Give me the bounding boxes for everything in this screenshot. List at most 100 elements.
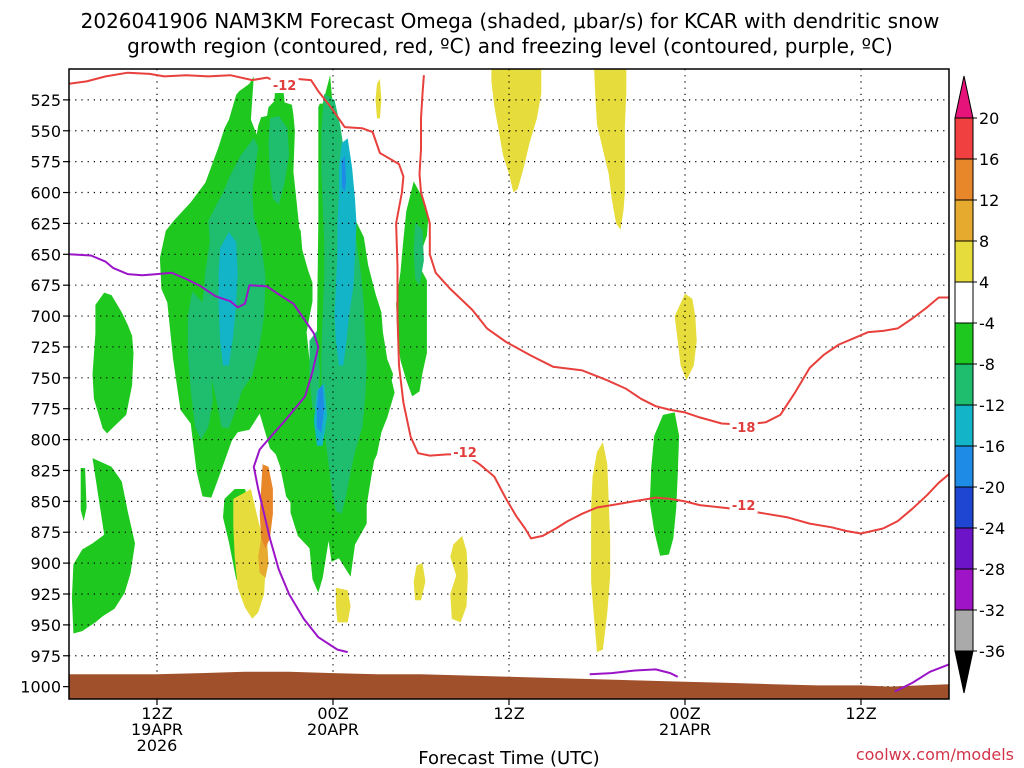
- y-tick-label-1000: 1000: [20, 678, 61, 697]
- x-tick-label-30-0: 12Z: [493, 704, 524, 723]
- colorbar-bin-4: [954, 281, 974, 324]
- plot-area: -12 -12 -18 -12: [68, 68, 950, 700]
- omega-region-27: [258, 538, 269, 578]
- colorbar-label-7: -12: [979, 396, 1005, 415]
- omega-region-6: [80, 468, 87, 522]
- colorbar-bin-11: [954, 568, 974, 611]
- omega-region-2: [92, 292, 134, 434]
- colorbar-over-arrow: [954, 75, 974, 119]
- omega-region-28: [259, 464, 273, 549]
- chart-title-line1: 2026041906 NAM3KM Forecast Omega (shaded…: [81, 9, 940, 33]
- y-tick-label-675: 675: [30, 276, 61, 295]
- colorbar-bin-6: [954, 363, 974, 406]
- contour-label-2: -18: [732, 421, 756, 436]
- colorbar-bin-0: [954, 117, 974, 160]
- y-tick-label-600: 600: [30, 184, 61, 203]
- omega-region-8: [187, 291, 213, 440]
- colorbar-label-8: -16: [979, 437, 1005, 456]
- colorbar-label-4: 4: [979, 273, 989, 292]
- colorbar-bin-9: [954, 486, 974, 529]
- colorbar-label-1: 16: [979, 150, 999, 169]
- omega-shading: [71, 69, 697, 653]
- y-tick-label-550: 550: [30, 122, 61, 141]
- omega-region-16: [316, 384, 325, 434]
- x-axis-label: Forecast Time (UTC): [418, 748, 599, 768]
- omega-region-17: [341, 155, 347, 193]
- y-tick-label-875: 875: [30, 523, 61, 542]
- colorbar-label-0: 20: [979, 109, 999, 128]
- colorbar-under-arrow: [954, 650, 974, 694]
- y-tick-label-800: 800: [30, 431, 61, 450]
- contour-dgz-12-mid: [418, 75, 949, 426]
- y-tick-label-975: 975: [30, 647, 61, 666]
- y-tick-label-775: 775: [30, 400, 61, 419]
- y-tick-label-850: 850: [30, 492, 61, 511]
- colorbar-label-3: 8: [979, 232, 989, 251]
- contour-labels: -12 -12 -18 -12: [270, 77, 758, 514]
- y-tick-label-925: 925: [30, 585, 61, 604]
- omega-region-23: [450, 535, 468, 623]
- y-tick-label-750: 750: [30, 369, 61, 388]
- contour-label-1: -12: [453, 446, 477, 461]
- y-tick-label-525: 525: [30, 91, 61, 110]
- colorbar-bin-2: [954, 199, 974, 242]
- contour-label-bg-1: [451, 443, 479, 460]
- colorbar-bin-10: [954, 527, 974, 570]
- colorbar-label-12: -32: [979, 601, 1005, 620]
- omega-region-13: [218, 232, 238, 366]
- colorbar-label-13: -36: [979, 642, 1005, 661]
- omega-region-10: [268, 115, 289, 205]
- terrain-layer: [69, 671, 949, 699]
- x-tick-label-18-0: 00Z: [317, 704, 348, 723]
- x-tick-label-6-1: 19APR: [131, 720, 183, 739]
- omega-region-12: [413, 222, 424, 286]
- colorbar-label-2: 12: [979, 191, 999, 210]
- colorbar-bin-7: [954, 404, 974, 447]
- contour-label-bg-0: [270, 77, 299, 94]
- omega-region-5: [649, 412, 680, 556]
- colorbar-bin-8: [954, 445, 974, 488]
- contour-freezing-level-left: [69, 253, 348, 654]
- omega-region-24: [413, 563, 426, 601]
- y-tick-label-625: 625: [30, 214, 61, 233]
- contour-label-bg-2: [729, 419, 758, 436]
- omega-region-22: [591, 442, 611, 653]
- credit-text: coolwx.com/models: [856, 745, 1014, 764]
- colorbar-bin-1: [954, 158, 974, 201]
- omega-region-20: [594, 69, 627, 230]
- colorbar-label-11: -28: [979, 560, 1005, 579]
- colorbar-label-9: -20: [979, 478, 1005, 497]
- colorbar-label-6: -8: [979, 355, 995, 374]
- colorbar-bin-12: [954, 609, 974, 652]
- chart-title-line2: growth region (contoured, red, ºC) and f…: [127, 34, 893, 58]
- omega-region-14: [334, 138, 357, 366]
- x-tick-label-54-0: 12Z: [845, 704, 876, 723]
- x-tick-label-42-0: 00Z: [669, 704, 700, 723]
- omega-region-18: [233, 489, 266, 619]
- contour-label-3: -12: [732, 499, 756, 514]
- omega-region-25: [335, 587, 351, 623]
- omega-region-26: [375, 78, 382, 119]
- y-axis: 525 550 575 600 625 650 675 700 725 750 775 800 825 8…: [20, 91, 69, 697]
- contour-label-bg-3: [729, 497, 758, 514]
- x-tick-label-6-0: 12Z: [141, 704, 172, 723]
- colorbar-bin-5: [954, 322, 974, 365]
- x-tick-label-18-1: 20APR: [307, 720, 359, 739]
- omega-region-21: [674, 293, 697, 381]
- terrain-fill: [69, 671, 949, 699]
- y-tick-label-950: 950: [30, 616, 61, 635]
- y-tick-label-575: 575: [30, 153, 61, 172]
- contour-freezing-level-right: [894, 663, 949, 693]
- y-tick-label-725: 725: [30, 338, 61, 357]
- y-tick-label-825: 825: [30, 461, 61, 480]
- colorbar-label-10: -24: [979, 519, 1005, 538]
- y-tick-label-900: 900: [30, 554, 61, 573]
- contour-freezing-level-mid: [589, 668, 679, 678]
- y-tick-label-700: 700: [30, 307, 61, 326]
- colorbar: 20 16 12 8 4 -4 -8 -12 -16 -20 -24 -28 -32 -36: [954, 75, 1005, 694]
- y-tick-label-650: 650: [30, 245, 61, 264]
- contour-label-0: -12: [273, 79, 297, 94]
- colorbar-label-5: -4: [979, 314, 995, 333]
